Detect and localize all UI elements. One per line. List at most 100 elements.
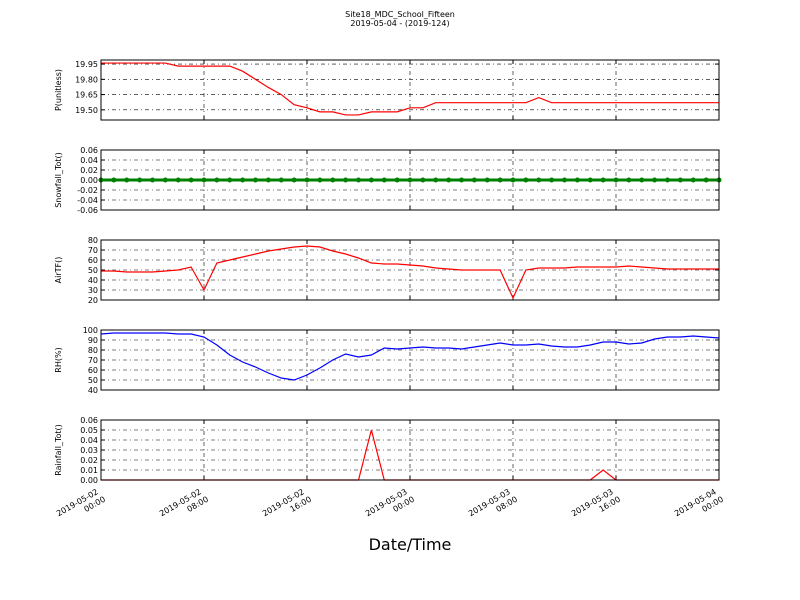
y-tick-label: -0.04 (77, 196, 98, 205)
data-point (420, 177, 426, 183)
data-line (100, 332, 720, 381)
y-tick-label: 60 (88, 366, 98, 375)
y-tick-label: 70 (88, 356, 98, 365)
data-point (690, 177, 696, 183)
x-tick-label: 2019-05-03 08:00 (467, 486, 519, 527)
chart-subtitle: 2019-05-04 - (2019-124) (350, 19, 449, 28)
y-tick-label: 0.05 (80, 426, 98, 435)
y-tick-label: 0.06 (80, 146, 98, 155)
data-point (626, 177, 632, 183)
data-point (562, 177, 567, 183)
y-axis-label: Snowfall_Tot() (54, 152, 63, 208)
y-tick-label: 80 (88, 236, 98, 245)
data-point (175, 177, 181, 183)
y-tick-label: 19.65 (75, 91, 98, 100)
data-point (291, 177, 297, 183)
data-point (652, 177, 658, 183)
data-point (253, 177, 258, 183)
data-point (317, 177, 323, 183)
data-point (240, 177, 246, 183)
y-tick-label: 100 (83, 326, 98, 335)
data-point (497, 177, 503, 183)
data-point (471, 177, 477, 183)
data-line (101, 62, 719, 116)
data-point (523, 177, 529, 183)
y-tick-label: 50 (88, 266, 98, 275)
y-tick-label: 0.02 (80, 166, 98, 175)
data-point (639, 177, 645, 183)
y-tick-label: 40 (88, 386, 98, 395)
data-point (613, 177, 619, 183)
data-point (394, 177, 400, 183)
y-tick-label: 70 (88, 246, 98, 255)
plot-frame (100, 419, 720, 481)
x-tick-label: 2019-05-02 16:00 (261, 486, 313, 527)
data-point (407, 177, 413, 183)
data-point (600, 177, 606, 183)
x-tick-label: 2019-05-02 08:00 (158, 486, 210, 527)
x-tick-label: 2019-05-03 16:00 (570, 486, 622, 527)
data-point (510, 177, 516, 183)
y-tick-label: 0.02 (80, 456, 98, 465)
y-tick-label: 0.01 (80, 466, 98, 475)
data-line (101, 245, 719, 300)
data-point (549, 177, 555, 183)
y-axis-label: RH(%) (54, 347, 63, 372)
data-point (574, 177, 580, 183)
y-axis-label: Rainfall_Tot() (54, 424, 63, 476)
y-tick-label: -0.02 (77, 186, 98, 195)
data-point (265, 177, 271, 183)
x-tick-label: 2019-05-03 00:00 (364, 486, 416, 527)
y-tick-label: 0.04 (80, 156, 98, 165)
y-axis-label: P(unitless) (54, 69, 63, 111)
y-tick-label: 80 (88, 346, 98, 355)
y-tick-label: 20 (88, 296, 98, 305)
data-point (150, 177, 155, 183)
data-point (459, 177, 464, 183)
y-tick-label: 19.80 (75, 75, 98, 84)
y-tick-label: 19.95 (75, 60, 98, 69)
data-point (188, 177, 194, 183)
y-tick-label: 60 (88, 256, 98, 265)
y-tick-label: 40 (88, 276, 98, 285)
y-tick-label: 0.00 (80, 176, 98, 185)
plot-frame (100, 149, 720, 211)
x-axis-label: Date/Time (369, 535, 452, 554)
y-tick-label: 50 (88, 376, 98, 385)
data-point (665, 177, 670, 183)
data-point (330, 177, 336, 183)
data-point (536, 177, 542, 183)
data-point (484, 177, 490, 183)
data-point (214, 177, 220, 183)
y-tick-label: 0.00 (80, 476, 98, 485)
data-point (162, 177, 168, 183)
data-point (356, 177, 361, 183)
data-point (304, 177, 310, 183)
y-tick-label: 0.03 (80, 446, 98, 455)
x-tick-label: 2019-05-04 00:00 (673, 486, 725, 527)
y-axis-label: AirTF() (54, 257, 63, 284)
data-point (677, 177, 683, 183)
y-tick-label: -0.06 (77, 206, 98, 215)
plot-frame (100, 239, 720, 301)
data-point (381, 177, 387, 183)
y-tick-label: 90 (88, 336, 98, 345)
data-point (343, 177, 349, 183)
plot-frame (100, 329, 720, 391)
data-point (111, 177, 117, 183)
plot-frame (100, 59, 720, 121)
data-point (587, 177, 593, 183)
data-point (124, 177, 130, 183)
data-point (703, 177, 709, 183)
data-point (278, 177, 284, 183)
x-tick-label: 2019-05-02 00:00 (55, 486, 107, 527)
data-point (227, 177, 233, 183)
data-point (137, 177, 143, 183)
data-point (368, 177, 374, 183)
chart-title: Site18_MDC_School_Fifteen (345, 10, 455, 19)
data-point (446, 177, 452, 183)
y-tick-label: 0.06 (80, 416, 98, 425)
data-point (433, 177, 439, 183)
y-tick-label: 0.04 (80, 436, 98, 445)
